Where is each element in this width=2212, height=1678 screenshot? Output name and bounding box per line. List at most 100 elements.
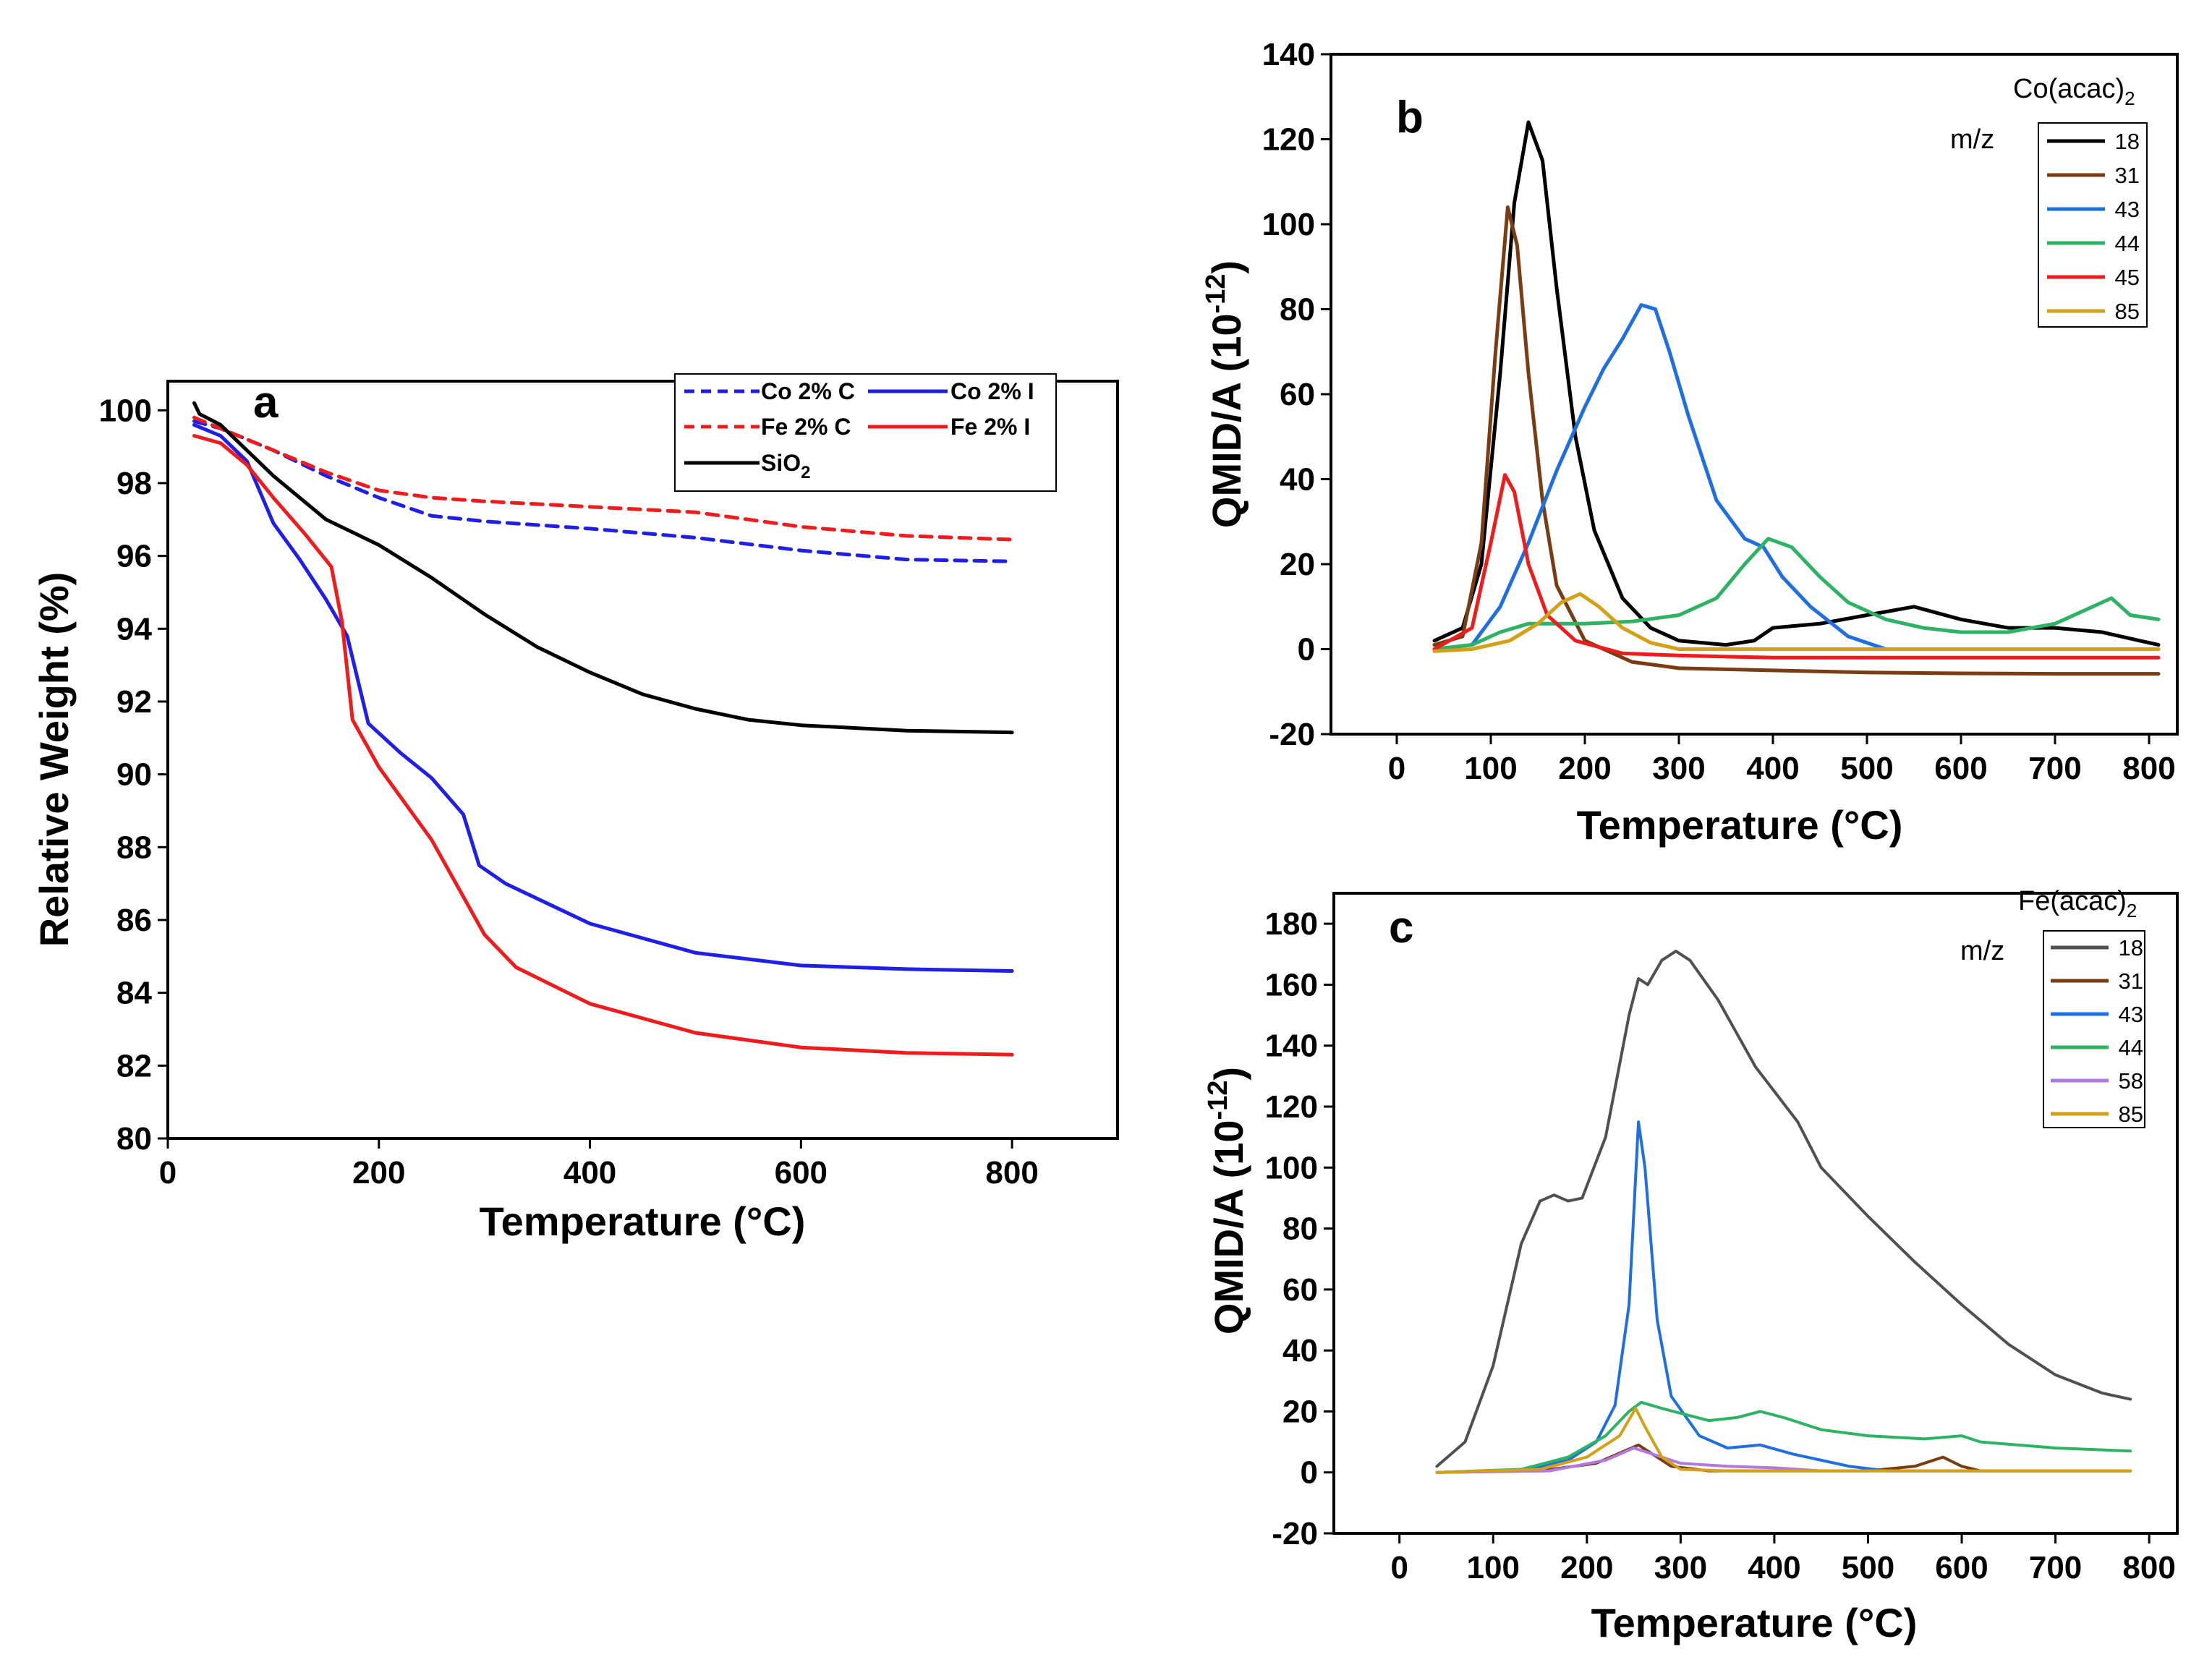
legend-prefix: m/z [1960,936,2004,966]
x-tick-label: 600 [1935,1550,1988,1585]
legend-title: Co(acac)2 [2013,74,2135,109]
y-axis-label: QMID/A (10-12) [1203,1067,1251,1334]
legend-item: 18 [2119,935,2143,961]
panel-label: c [1389,903,1413,953]
y-tick-label: 92 [116,684,152,720]
panel-c-chart: 0 100 200 300 400 500 600 700 800 -20 0 20 40 60 80 100… [1203,886,2179,1645]
y-tick-label: 20 [1280,547,1315,582]
y-tick-label: -20 [1269,717,1315,752]
y-tick-label: 88 [116,830,152,865]
y-tick-label: 120 [1262,122,1315,158]
x-tick-label: 200 [1560,1550,1613,1585]
x-tick-label: 700 [2029,1550,2082,1585]
legend-item: 43 [2119,1002,2143,1027]
y-tick-label: 40 [1280,462,1315,498]
y-tick-label: 100 [99,393,152,428]
x-tick-label: 500 [1840,751,1893,786]
x-tick-label: 100 [1464,751,1517,786]
x-tick-label: 300 [1652,751,1705,786]
y-tick-label: 98 [116,466,152,501]
legend-item: 43 [2115,197,2140,222]
x-tick-label: 300 [1654,1550,1707,1585]
series-line-85 [1432,592,2161,653]
x-tick-label: 400 [1748,1550,1800,1585]
legend-box [2043,930,2145,1128]
y-tick-label: 140 [1265,1028,1318,1064]
x-tick-label: 0 [1390,1550,1408,1585]
series-line-85 [1435,1407,2132,1474]
y-tick-label: 82 [116,1048,152,1083]
plot-frame [166,380,1119,1140]
legend-prefix: m/z [1950,124,1994,155]
panel-a-chart: 0 200 400 600 800 80 82 84 86 88 90 92 94 96 98 100 a T… [31,373,1119,1244]
legend-item: 45 [2115,265,2140,290]
y-tick-label: 20 [1282,1394,1318,1429]
legend-item: 85 [2115,299,2140,324]
y-tick-label: 80 [1280,292,1315,328]
x-axis-label: Temperature (°C) [480,1198,806,1244]
y-tick-label: 84 [116,976,152,1011]
y-tick-label: 140 [1262,37,1315,72]
legend-item: Co 2% C [761,378,855,404]
y-axis-label: Relative Weight (%) [31,572,77,947]
legend: Co 2% C Co 2% I Fe 2% C Fe 2% I SiO2 [674,373,1057,492]
legend-item: 31 [2119,968,2143,994]
y-tick-label: 180 [1265,906,1318,942]
legend: Fe(acac)2 m/z 18 31 43 44 58 85 [1960,886,2145,1128]
panel-label: b [1396,93,1424,142]
x-tick-label: 700 [2028,751,2081,786]
x-tick-label: 500 [1842,1550,1894,1585]
series-line-sio2 [192,401,1014,735]
y-tick-label: 60 [1282,1272,1318,1308]
x-axis-label: Temperature (°C) [1577,802,1903,848]
x-tick-label: 400 [1746,751,1799,786]
series-line-fe-2-c [192,415,1014,542]
x-tick-label: 100 [1467,1550,1520,1585]
y-tick-label: 80 [1282,1211,1318,1247]
x-tick-label: 0 [1388,751,1405,786]
series-line-18 [1432,120,2161,647]
series-line-43 [1432,303,2161,651]
y-tick-label: 0 [1301,1455,1318,1491]
y-tick-label: 120 [1265,1089,1318,1125]
series-line-co-2-i [192,422,1014,973]
y-tick-label: 100 [1265,1150,1318,1185]
legend-item: Co 2% I [950,378,1034,404]
legend-box [2038,122,2148,328]
x-tick-label: 200 [352,1155,405,1191]
x-tick-label: 200 [1558,751,1611,786]
series-line-44 [1435,1400,2132,1474]
legend-item: 58 [2119,1068,2143,1094]
y-tick-label: 90 [116,757,152,793]
y-tick-label: 40 [1282,1333,1318,1368]
series-line-43 [1435,1120,2132,1474]
y-tick-label: 60 [1280,377,1315,412]
x-tick-label: 600 [1934,751,1987,786]
legend-item: 44 [2115,231,2140,256]
series-line-co-2-c [192,419,1014,563]
series-line-45 [1432,473,2161,660]
y-tick-label: 160 [1265,967,1318,1002]
panel-b-chart: 0 100 200 300 400 500 600 700 800 -20 0 20 40 60 80 100… [1201,37,2179,848]
legend-item: Fe 2% I [950,414,1030,440]
x-tick-label: 800 [985,1155,1038,1191]
x-axis-label: Temperature (°C) [1591,1600,1918,1645]
y-tick-label: 86 [116,903,152,938]
x-tick-label: 400 [563,1155,616,1191]
legend-title: Fe(acac)2 [2018,886,2137,921]
x-tick-label: 800 [2122,1550,2175,1585]
legend-item: 18 [2115,129,2140,154]
series-line-fe-2-i [192,434,1014,1057]
panel-label: a [253,378,278,427]
plot-frame [1332,892,2179,1535]
legend-item: 85 [2119,1102,2143,1127]
x-tick-label: 600 [775,1155,828,1191]
legend: Co(acac)2 m/z 18 31 43 44 45 85 [1950,74,2148,328]
legend-item: Fe 2% C [761,414,851,440]
y-tick-label: 80 [116,1121,152,1157]
y-tick-label: 0 [1298,632,1315,668]
legend-item: 44 [2119,1035,2143,1060]
y-tick-label: 100 [1262,207,1315,242]
x-tick-label: 800 [2122,751,2175,786]
